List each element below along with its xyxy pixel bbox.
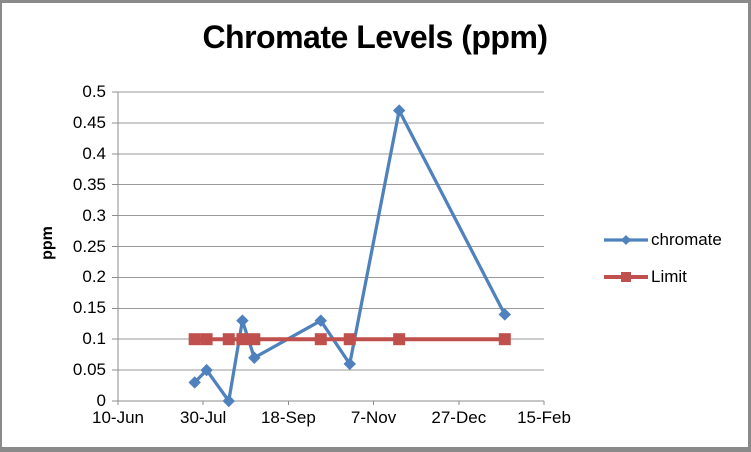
limit-marker[interactable] — [314, 333, 327, 346]
y-tick-label: 0.5 — [82, 82, 106, 101]
y-tick-label: 0.05 — [72, 360, 106, 380]
x-tick-label: 15-Feb — [517, 408, 571, 427]
square-legend-swatch-icon — [604, 272, 648, 282]
legend-label: chromate — [651, 230, 722, 249]
chromate-marker[interactable] — [188, 376, 201, 389]
limit-marker[interactable] — [248, 333, 261, 346]
limit-marker[interactable] — [200, 333, 213, 346]
y-tick-label: 0.15 — [72, 298, 106, 318]
chromate-marker[interactable] — [314, 314, 327, 327]
legend-entry-chromate[interactable]: chromate — [603, 230, 722, 249]
x-tick-label: 27-Dec — [431, 408, 487, 427]
limit-marker[interactable] — [498, 333, 511, 346]
y-tick-label: 0.35 — [72, 174, 106, 194]
chart-title[interactable]: Chromate Levels (ppm) — [202, 19, 548, 55]
x-tick-label: 18-Sep — [260, 408, 316, 427]
chromate-marker[interactable] — [498, 308, 512, 321]
legend: chromate Limit — [603, 230, 722, 286]
y-tick-label: 0.2 — [82, 267, 106, 287]
y-tick-label: 0.25 — [72, 236, 106, 256]
y-tick-label: 0.4 — [82, 143, 106, 163]
chromate-marker[interactable] — [236, 314, 249, 327]
chromate-marker[interactable] — [222, 394, 235, 408]
y-tick-label: 0.3 — [82, 205, 106, 225]
chromate-marker[interactable] — [343, 357, 356, 371]
x-tick-label: 7-Nov — [350, 408, 397, 427]
legend-label: Limit — [651, 267, 687, 286]
diamond-legend-swatch-icon — [604, 235, 648, 245]
y-tick-label: 0.1 — [82, 329, 106, 349]
limit-marker[interactable] — [343, 333, 356, 346]
x-tick-label: 10-Jun — [92, 408, 144, 427]
plot-area — [112, 91, 545, 408]
y-tick-label: 0 — [96, 391, 106, 410]
chromate-marker[interactable] — [200, 363, 213, 377]
limit-marker[interactable] — [188, 333, 201, 346]
y-tick-label: 0.45 — [72, 112, 106, 132]
chromate-marker[interactable] — [248, 351, 261, 364]
limit-marker[interactable] — [236, 333, 249, 346]
limit-marker[interactable] — [222, 333, 235, 346]
chromate-marker[interactable] — [392, 104, 406, 117]
legend-entry-limit[interactable]: Limit — [603, 267, 722, 286]
limit-marker[interactable] — [393, 333, 406, 346]
x-tick-label: 30-Jul — [180, 408, 227, 427]
